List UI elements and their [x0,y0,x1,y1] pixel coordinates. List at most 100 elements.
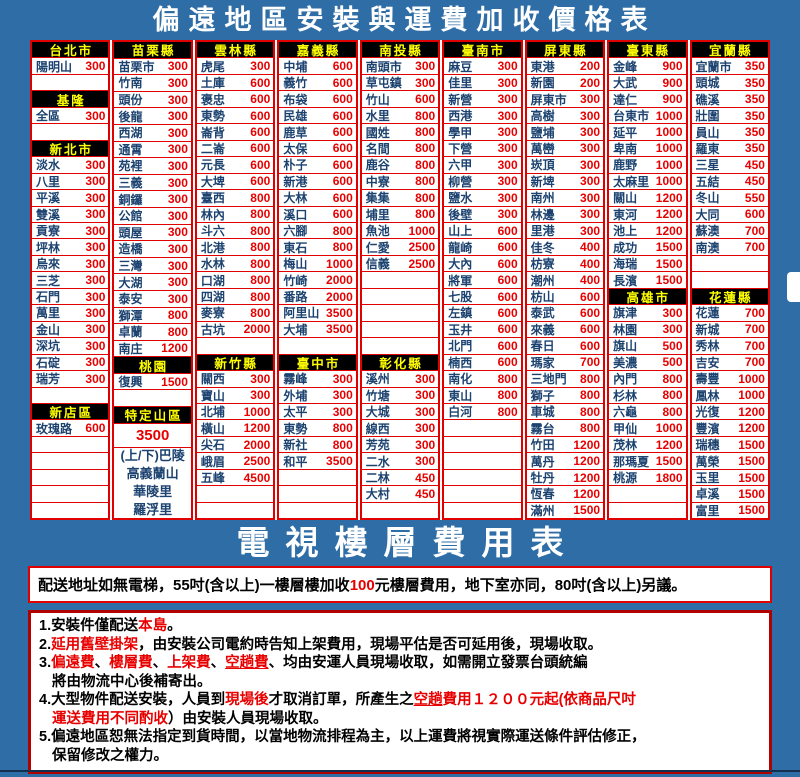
fee-row: 頭屋 300 [114,225,191,242]
area-price: 300 [167,59,188,74]
fee-row: 陽明山 300 [32,58,109,75]
area-name: 六腳 [283,224,308,239]
fee-row: 佳冬 400 [526,239,604,256]
area-name: 旗山 [613,339,638,354]
area-price: 600 [85,421,106,436]
area-name: 玉井 [448,322,473,337]
area-price: 700 [744,305,765,320]
area-name: 水里 [365,109,390,124]
area-name: 屏東市 [530,92,567,107]
text-segment: 配送地址如無電梯，55吋(含以上)一樓層樓加收 [38,577,350,594]
fee-row: 長濱 1500 [609,272,686,289]
area-name: 下營 [448,141,473,156]
area-name: 大林 [283,191,308,206]
note-line: 5.偏遠地區恕無法指定到貨時間，以當地物流排程為主，以上運費將視實際運送條件評估… [39,728,761,747]
text-segment: 、 [210,655,226,672]
area-name: 大同 [695,207,720,222]
area-name: 萬榮 [695,454,720,469]
area-name: 泰安 [118,292,143,307]
section-header: 新竹縣 [196,354,274,372]
fee-row: 海瑞 1500 [609,256,686,273]
area-price: 800 [250,240,271,255]
area-name: 卓溪 [695,487,720,502]
area-price: 500 [662,355,683,370]
highlight-segment: 運送費用不同酌收 [52,710,168,727]
area-price: 600 [497,305,518,320]
area-name: 頭份 [118,93,143,108]
area-price: 300 [415,437,436,452]
area-name: 橫山 [200,421,225,436]
fee-row: 大內 600 [444,256,521,273]
fee-row: 貢寮 300 [32,223,109,240]
fee-row: 萬丹 1200 [526,453,604,470]
area-name: 潮州 [530,273,555,288]
section-header: 臺南市 [444,42,521,59]
area-price: 1000 [655,174,683,189]
fee-row: 白河 800 [444,404,521,421]
blank-row [444,437,521,454]
area-price: 3500 [326,322,353,337]
area-name: 金山 [36,322,61,337]
area-price: 300 [167,158,188,173]
fee-row: 麻豆 300 [444,58,521,75]
area-name: 學甲 [448,125,473,140]
area-price: 1500 [573,503,601,518]
area-name: 二崙 [200,141,225,156]
area-name: 東石 [283,240,308,255]
fee-row: 金山 300 [32,322,109,339]
area-price: 450 [744,174,765,189]
area-name: 虎尾 [200,59,225,74]
blank-row [361,305,439,322]
area-price: 300 [167,92,188,107]
fee-row: 斗六 800 [196,223,274,240]
area-name: 礁溪 [695,92,720,107]
area-price: 800 [497,404,518,419]
highlight-segment: 費用１２００元起(依商品尺吋 [442,692,636,709]
area-name: 萬里 [36,306,61,321]
fee-row: 桃源 1800 [609,470,686,487]
area-price: 1800 [655,470,683,485]
area-price: 600 [332,108,353,123]
fee-row: 麥寮 800 [196,305,274,322]
area-price: 400 [580,273,601,288]
area-price: 800 [662,404,683,419]
fee-row: 東勢 800 [279,420,356,437]
fee-row: 水林 800 [196,256,274,273]
fee-row: 東港 200 [526,58,604,75]
area-price: 600 [332,92,353,107]
blank-row [444,453,521,470]
text-segment: 元樓層費用，地下室亦同，80吋(含以上)另議。 [374,577,687,594]
area-name: 中埔 [283,59,308,74]
fee-row: 里港 300 [526,223,604,240]
fee-row: 牡丹 1200 [526,470,604,487]
text-segment: 才取消訂單，所產生之 [268,692,414,709]
fee-row: 光復 1200 [691,404,768,421]
area-name: 林內 [200,207,225,222]
area-price: 700 [744,223,765,238]
area-price: 1500 [655,273,683,288]
area-name: 鹿谷 [365,158,390,173]
area-name: 民雄 [283,109,308,124]
area-price: 1200 [573,470,601,485]
area-name: 蘇澳 [695,224,720,239]
blank-row [279,338,356,355]
area-name: 泰武 [530,306,555,321]
area-name: 池上 [613,224,638,239]
area-price: 1200 [573,437,601,452]
area-price: 800 [332,437,353,452]
area-name: 麻豆 [448,59,473,74]
blank-row [361,272,439,289]
area-name: 土庫 [200,76,225,91]
text-segment: 保留修改之權力。 [52,747,168,764]
area-name: 臺西 [200,191,225,206]
blank-row [361,338,439,355]
region-column: 宜蘭縣 宜蘭市 350 頭城 350 礁溪 350 壯圍 350 員山 350 羅東 350 三星 450 五… [689,40,770,520]
area-price: 300 [332,404,353,419]
fee-row: 虎尾 300 [196,58,274,75]
fee-row: 高樹 300 [526,108,604,125]
fee-row: 竹塘 300 [361,388,439,404]
area-price: 600 [332,157,353,172]
area-name: 石碇 [36,355,61,370]
area-name: 恆春 [530,487,555,502]
fee-row: 林內 800 [196,207,274,223]
